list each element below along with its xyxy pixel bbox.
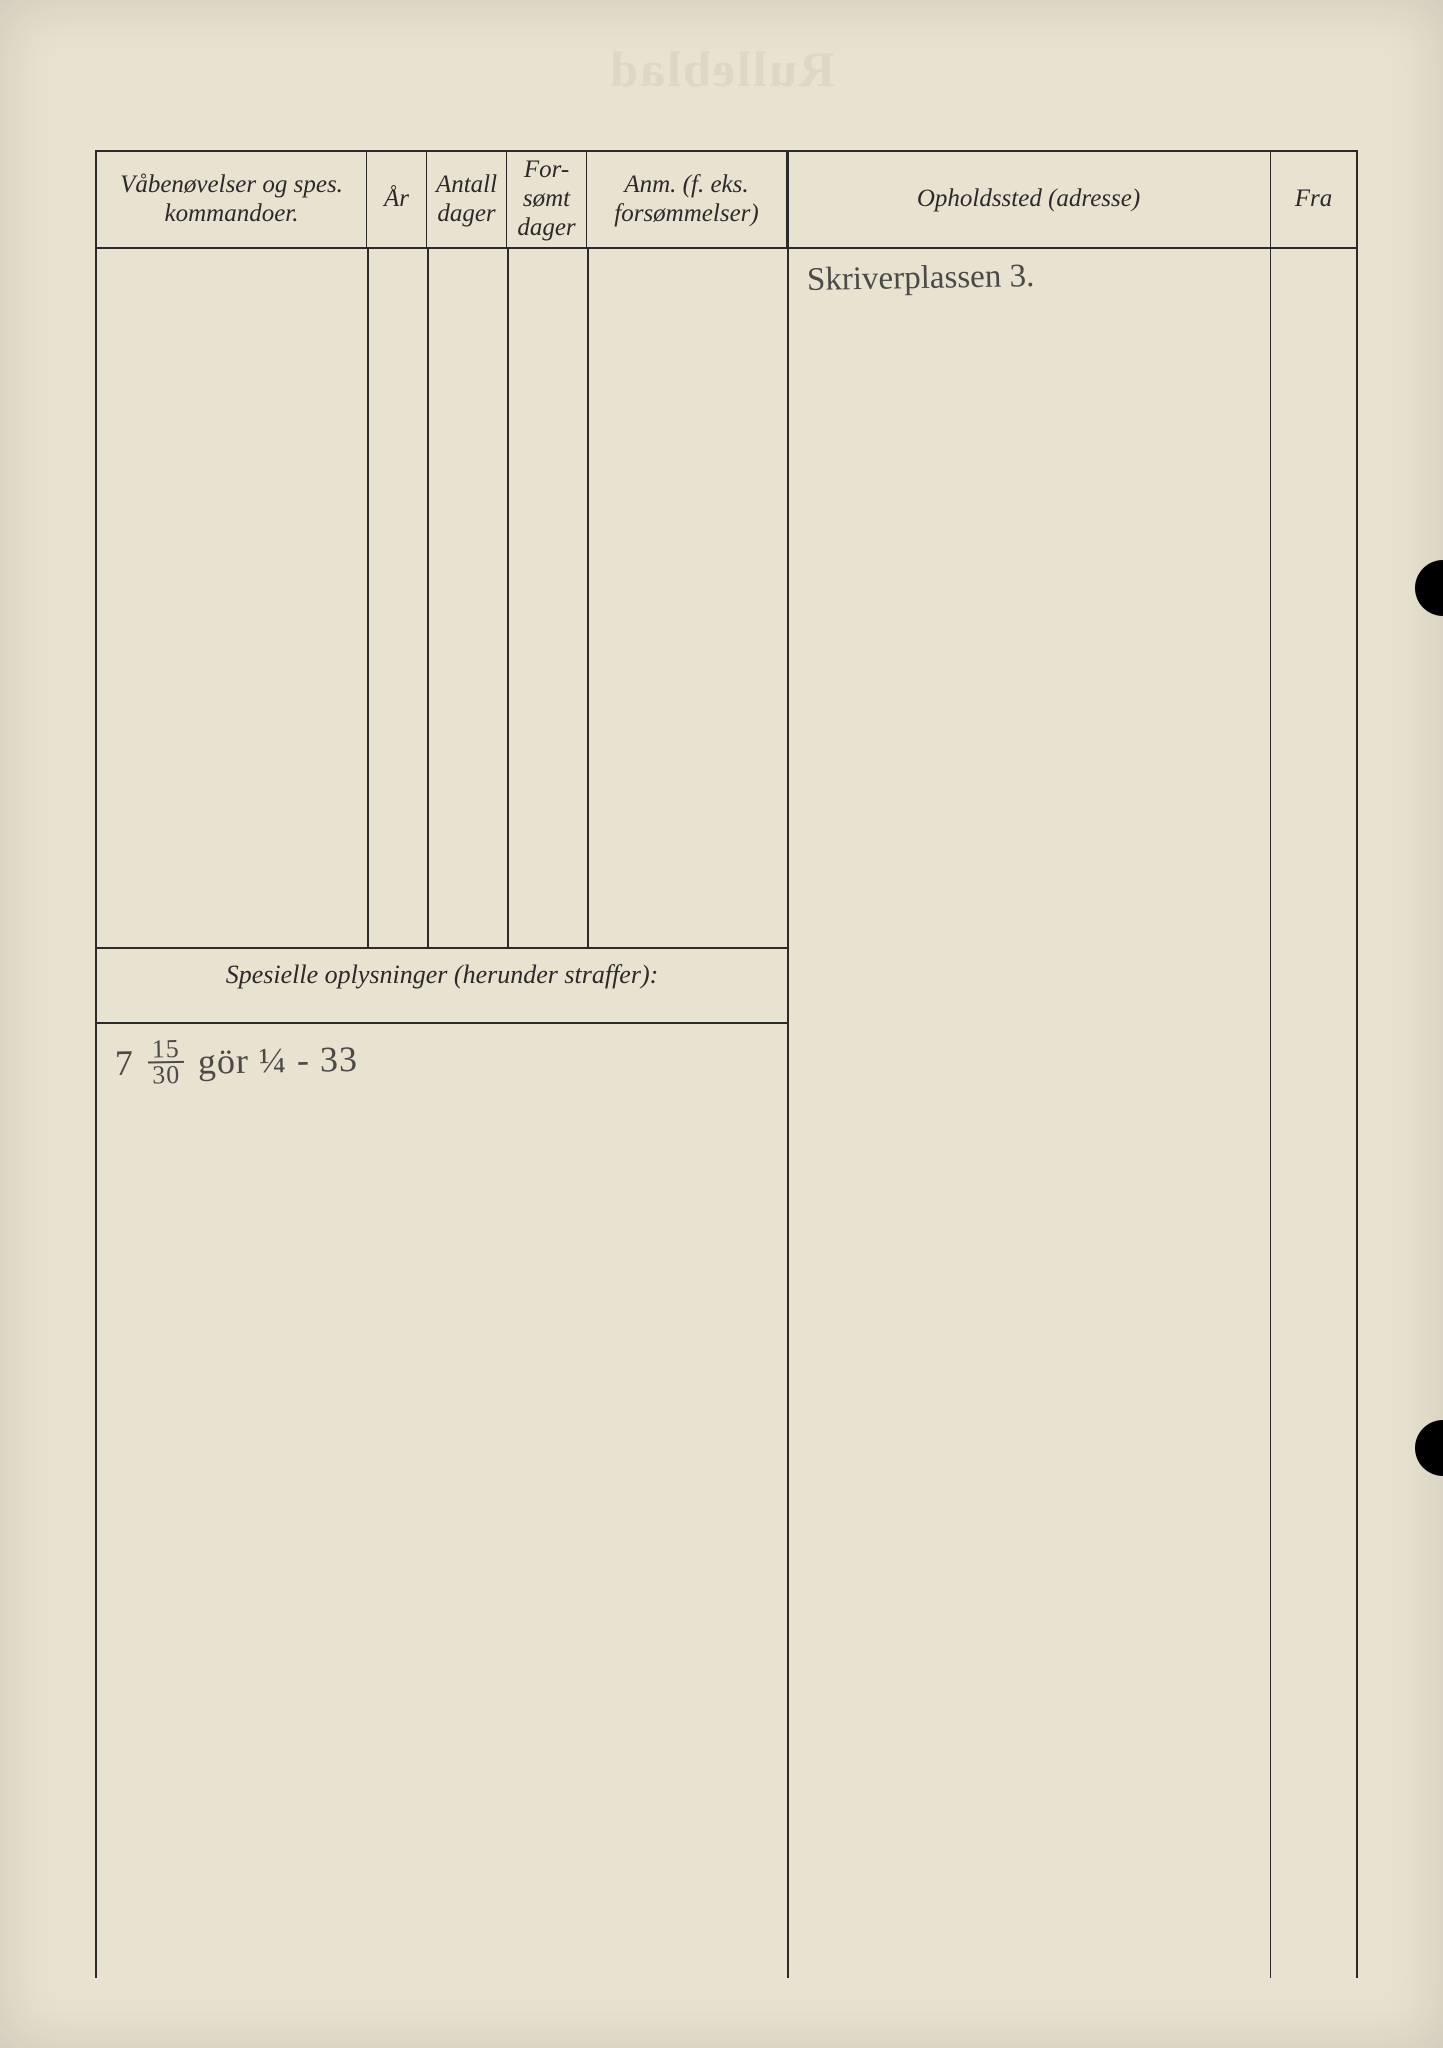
column-divider	[427, 247, 429, 947]
note-suffix: gör ¼ - 33	[198, 1039, 359, 1082]
section-divider-top	[97, 947, 787, 949]
col-header-antall-dager: Antall dager	[427, 152, 507, 247]
note-fraction-den: 30	[148, 1063, 184, 1087]
col-header-opholdssted: Opholdssted (adresse)	[787, 152, 1271, 247]
col-header-anm: Anm. (f. eks. forsømmelser)	[587, 152, 787, 247]
column-divider	[787, 152, 789, 1978]
table-header-row: Våbenøvelser og spes. kommandoer. År Ant…	[97, 152, 1356, 249]
column-divider	[507, 247, 509, 947]
note-prefix: 7	[115, 1043, 135, 1083]
column-divider	[1270, 152, 1272, 1978]
form-frame: Våbenøvelser og spes. kommandoer. År Ant…	[95, 150, 1358, 1978]
col-header-fra: Fra	[1271, 152, 1356, 247]
section-divider-bottom	[97, 1022, 787, 1024]
col-header-vabenovelser: Våbenøvelser og spes. kommandoer.	[97, 152, 367, 247]
punch-hole-icon	[1415, 560, 1443, 616]
handwritten-special-note: 7 15 30 gör ¼ - 33	[115, 1038, 359, 1091]
column-divider	[367, 247, 369, 947]
bleed-through-text: Rulleblad	[0, 40, 1443, 98]
punch-hole-icon	[1415, 1420, 1443, 1476]
document-page: Rulleblad Våbenøvelser og spes. kommando…	[0, 0, 1443, 2048]
col-header-forsomt-dager: For- sømt dager	[507, 152, 587, 247]
column-divider	[587, 247, 589, 947]
note-fraction: 15 30	[148, 1037, 185, 1086]
special-section-label: Spesielle oplysninger (herunder straffer…	[97, 960, 787, 990]
handwritten-address: Skriverplassen 3.	[807, 258, 1035, 299]
col-header-ar: År	[367, 152, 427, 247]
